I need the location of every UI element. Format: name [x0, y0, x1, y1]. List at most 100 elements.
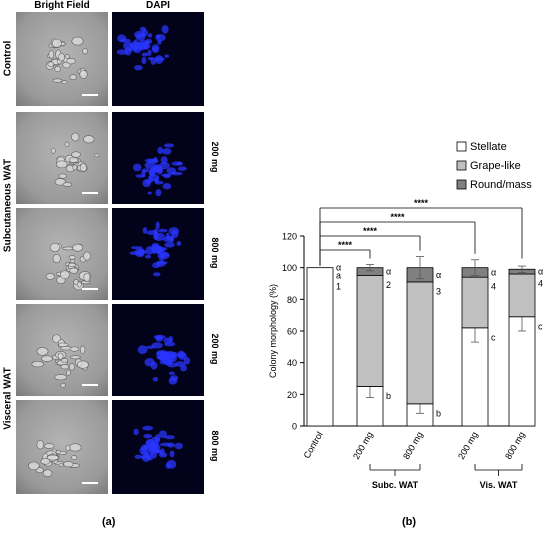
nucleus-spot — [157, 146, 164, 155]
nucleus-spot — [153, 232, 165, 241]
nucleus-spot — [137, 345, 148, 355]
nucleus-spot — [132, 163, 142, 172]
scale-bar — [82, 94, 98, 96]
nucleus-spot — [166, 459, 177, 469]
dose-label: 800 mg — [210, 430, 220, 462]
cell-shape — [68, 363, 75, 371]
dapi-image — [112, 112, 204, 204]
nucleus-spot — [134, 64, 143, 71]
significance-label: **** — [363, 226, 378, 236]
significance-letter: α — [538, 267, 543, 277]
significance-letter: 3 — [436, 286, 441, 296]
nucleus-spot — [145, 246, 154, 255]
nucleus-spot — [144, 161, 156, 169]
dapi-image — [112, 304, 204, 396]
nucleus-spot — [140, 451, 148, 455]
cell-shape — [48, 50, 55, 59]
bar-segment-grape-like — [406, 281, 434, 405]
nucleus-spot — [117, 34, 127, 43]
x-tick-label: 800 mg — [401, 430, 425, 461]
nucleus-spot — [162, 148, 172, 155]
nucleus-spot — [143, 433, 153, 439]
cell-shape — [64, 141, 70, 147]
x-tick-label: 200 mg — [351, 430, 375, 461]
bar-segment-stellate — [508, 316, 536, 427]
dose-label: 200 mg — [210, 141, 220, 173]
y-axis-label: Colony morphology (%) — [268, 284, 278, 378]
nucleus-spot — [134, 454, 142, 460]
nucleus-spot — [146, 230, 158, 236]
nucleus-spot — [169, 235, 175, 243]
significance-letter: b — [436, 408, 441, 418]
nucleus-spot — [116, 49, 128, 55]
column-header: Bright Field — [34, 0, 90, 11]
nucleus-spot — [168, 335, 174, 343]
row-group-label: Visceral WAT — [2, 367, 14, 430]
nucleus-spot — [153, 272, 161, 277]
cell-shape — [66, 369, 71, 376]
cell-shape — [62, 182, 73, 187]
legend-swatch — [456, 160, 467, 171]
nucleus-spot — [176, 241, 182, 246]
cell-shape — [55, 449, 61, 454]
bar-segment-grape-like — [508, 273, 536, 318]
nucleus-spot — [158, 256, 165, 262]
scale-bar — [82, 384, 98, 386]
nucleus-spot — [174, 361, 186, 367]
nucleus-spot — [147, 191, 152, 195]
cell-shape — [68, 157, 79, 163]
legend-swatch — [456, 141, 467, 152]
scale-bar — [82, 192, 98, 194]
nucleus-spot — [133, 428, 139, 436]
nucleus-spot — [127, 47, 139, 52]
cell-shape — [68, 262, 77, 268]
cell-shape — [65, 444, 71, 452]
cell-shape — [60, 364, 70, 370]
significance-label: **** — [338, 240, 353, 250]
nucleus-spot — [142, 168, 150, 173]
cell-shape — [76, 281, 82, 288]
nucleus-spot — [167, 359, 173, 364]
x-tick-label: 200 mg — [456, 430, 480, 461]
panel-a-label: (a) — [102, 516, 116, 528]
cell-shape — [54, 374, 67, 381]
group-label: Vis. WAT — [480, 480, 518, 490]
nucleus-spot — [161, 25, 169, 34]
significance-letter: 2 — [386, 280, 391, 290]
nucleus-spot — [142, 29, 148, 37]
nucleus-spot — [156, 245, 163, 255]
cell-shape — [68, 255, 76, 260]
dapi-image — [112, 12, 204, 106]
nucleus-spot — [159, 452, 168, 458]
nucleus-spot — [150, 168, 161, 173]
significance-letter: α — [386, 267, 391, 277]
nucleus-spot — [154, 177, 160, 184]
cell-shape — [51, 38, 62, 48]
significance-letter: a — [336, 270, 341, 280]
cell-shape — [79, 345, 86, 354]
cell-shape — [69, 355, 82, 360]
cell-shape — [61, 80, 68, 85]
significance-letter: 4 — [538, 279, 543, 289]
cell-shape — [72, 164, 78, 171]
significance-letter: c — [538, 321, 543, 331]
nucleus-spot — [148, 176, 153, 184]
nucleus-spot — [176, 161, 183, 166]
nucleus-spot — [169, 450, 175, 458]
cell-shape — [49, 242, 60, 253]
nucleus-spot — [145, 254, 152, 259]
x-tick-label: Control — [302, 430, 325, 460]
cell-shape — [58, 342, 69, 347]
cell-shape — [50, 148, 56, 154]
cell-shape — [93, 153, 100, 158]
cell-shape — [41, 355, 53, 362]
colony-morphology-chart: 0 20 40 60 80 100 120 Colony morphology (%) Cont… — [268, 141, 543, 490]
nucleus-spot — [151, 248, 158, 254]
nucleus-spot — [147, 33, 153, 38]
nucleus-spot — [174, 442, 183, 450]
nucleus-spot — [140, 454, 150, 459]
legend-swatch — [456, 179, 467, 190]
nucleus-spot — [164, 54, 170, 58]
nucleus-spot — [177, 352, 187, 360]
significance-letter: b — [386, 391, 391, 401]
